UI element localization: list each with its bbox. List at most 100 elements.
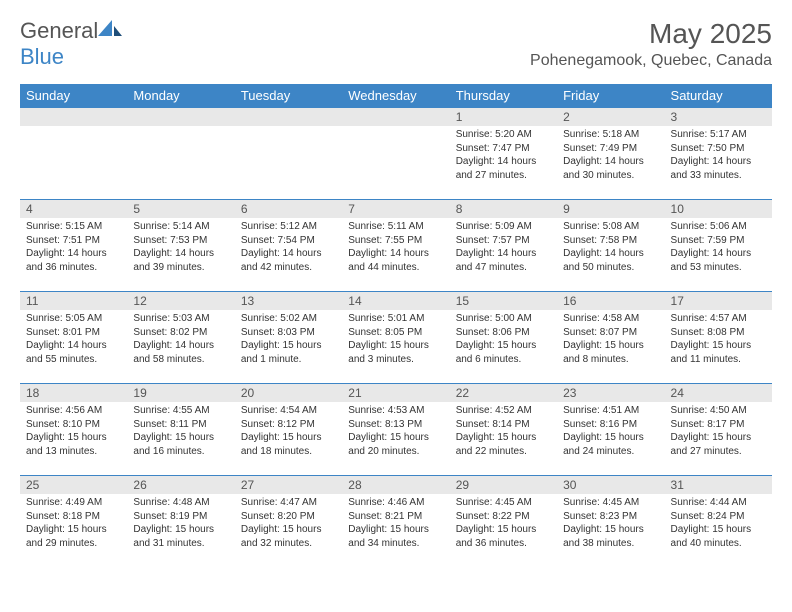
sunset-line: Sunset: 8:13 PM (348, 418, 443, 432)
day-details: Sunrise: 5:02 AMSunset: 8:03 PMDaylight:… (235, 310, 342, 368)
calendar-cell: 14Sunrise: 5:01 AMSunset: 8:05 PMDayligh… (342, 292, 449, 384)
day-details: Sunrise: 4:44 AMSunset: 8:24 PMDaylight:… (665, 494, 772, 552)
sunset-line: Sunset: 8:12 PM (241, 418, 336, 432)
sunrise-line: Sunrise: 4:56 AM (26, 404, 121, 418)
sunrise-line: Sunrise: 4:47 AM (241, 496, 336, 510)
calendar-cell: 2Sunrise: 5:18 AMSunset: 7:49 PMDaylight… (557, 108, 664, 200)
day-number: 17 (665, 292, 772, 310)
day-details: Sunrise: 5:15 AMSunset: 7:51 PMDaylight:… (20, 218, 127, 276)
sunrise-line: Sunrise: 4:52 AM (456, 404, 551, 418)
sunset-line: Sunset: 8:08 PM (671, 326, 766, 340)
daylight-line: Daylight: 14 hours and 58 minutes. (133, 339, 228, 366)
daylight-line: Daylight: 15 hours and 13 minutes. (26, 431, 121, 458)
day-details: Sunrise: 4:53 AMSunset: 8:13 PMDaylight:… (342, 402, 449, 460)
calendar-week: 25 Sunrise: 4:49 AMSunset: 8:18 PM Dayligh… (20, 476, 772, 568)
calendar-cell: 16Sunrise: 4:58 AMSunset: 8:07 PMDayligh… (557, 292, 664, 384)
calendar-cell: 11Sunrise: 5:05 AMSunset: 8:01 PMDayligh… (20, 292, 127, 384)
day-details: Sunrise: 4:57 AMSunset: 8:08 PMDaylight:… (665, 310, 772, 368)
calendar-cell: 10Sunrise: 5:06 AMSunset: 7:59 PMDayligh… (665, 200, 772, 292)
sunrise-line: Sunrise: 4:48 AM (133, 496, 228, 510)
daylight-line: Daylight: 14 hours and 42 minutes. (241, 247, 336, 274)
month-title: May 2025 (530, 18, 772, 50)
day-number-empty (342, 108, 449, 126)
sunset-line: Sunset: 7:57 PM (456, 234, 551, 248)
calendar-cell (20, 108, 127, 200)
daylight-line: Daylight: 14 hours and 27 minutes. (456, 155, 551, 182)
sunrise-line: Sunrise: 5:06 AM (671, 220, 766, 234)
sunset-line: Sunset: 7:53 PM (133, 234, 228, 248)
sunrise-line: Sunrise: 4:45 AM (563, 496, 658, 510)
sunset-line: Sunset: 8:21 PM (348, 510, 443, 524)
sunrise-line: Sunrise: 5:15 AM (26, 220, 121, 234)
day-details: Sunrise: 4:55 AMSunset: 8:11 PMDaylight:… (127, 402, 234, 460)
day-number: 18 (20, 384, 127, 402)
sunrise-line: Sunrise: 4:51 AM (563, 404, 658, 418)
sunset-line: Sunset: 8:01 PM (26, 326, 121, 340)
day-number: 9 (557, 200, 664, 218)
calendar-cell (127, 108, 234, 200)
day-number: 30 (557, 476, 664, 494)
calendar-cell: 31Sunrise: 4:44 AMSunset: 8:24 PMDayligh… (665, 476, 772, 568)
calendar-cell: 3Sunrise: 5:17 AMSunset: 7:50 PMDaylight… (665, 108, 772, 200)
calendar-week: 11Sunrise: 5:05 AMSunset: 8:01 PMDayligh… (20, 292, 772, 384)
day-number: 5 (127, 200, 234, 218)
sunrise-line: Sunrise: 5:14 AM (133, 220, 228, 234)
sunset-line: Sunset: 8:18 PM (26, 510, 121, 524)
sunrise-line: Sunrise: 4:53 AM (348, 404, 443, 418)
daylight-line: Daylight: 15 hours and 24 minutes. (563, 431, 658, 458)
calendar-cell: 25Sunrise: 4:49 AMSunset: 8:18 PMDayligh… (20, 476, 127, 568)
daylight-line: Daylight: 14 hours and 30 minutes. (563, 155, 658, 182)
day-number: 29 (450, 476, 557, 494)
day-number: 15 (450, 292, 557, 310)
calendar-cell: 8Sunrise: 5:09 AMSunset: 7:57 PMDaylight… (450, 200, 557, 292)
sunrise-line: Sunrise: 4:54 AM (241, 404, 336, 418)
weekday-header: Friday (557, 84, 664, 108)
day-number: 25 (20, 476, 127, 494)
sunrise-line: Sunrise: 5:02 AM (241, 312, 336, 326)
day-number: 4 (20, 200, 127, 218)
day-details: Sunrise: 4:58 AMSunset: 8:07 PMDaylight:… (557, 310, 664, 368)
sunset-line: Sunset: 7:58 PM (563, 234, 658, 248)
day-details: Sunrise: 5:05 AMSunset: 8:01 PMDaylight:… (20, 310, 127, 368)
day-number: 16 (557, 292, 664, 310)
sunrise-line: Sunrise: 4:58 AM (563, 312, 658, 326)
sunset-line: Sunset: 8:17 PM (671, 418, 766, 432)
calendar-week: 18Sunrise: 4:56 AMSunset: 8:10 PMDayligh… (20, 384, 772, 476)
calendar-cell: 18Sunrise: 4:56 AMSunset: 8:10 PMDayligh… (20, 384, 127, 476)
calendar-cell: 28Sunrise: 4:46 AMSunset: 8:21 PMDayligh… (342, 476, 449, 568)
daylight-line: Daylight: 15 hours and 34 minutes. (348, 523, 443, 550)
logo-sail-icon (98, 20, 122, 38)
daylight-line: Daylight: 15 hours and 16 minutes. (133, 431, 228, 458)
sunset-line: Sunset: 8:02 PM (133, 326, 228, 340)
logo-text: GeneralBlue (20, 18, 122, 70)
sunset-line: Sunset: 7:54 PM (241, 234, 336, 248)
weekday-header: Wednesday (342, 84, 449, 108)
day-number: 19 (127, 384, 234, 402)
day-number: 8 (450, 200, 557, 218)
calendar-cell: 9Sunrise: 5:08 AMSunset: 7:58 PMDaylight… (557, 200, 664, 292)
sunrise-line: Sunrise: 5:00 AM (456, 312, 551, 326)
calendar-cell: 24Sunrise: 4:50 AMSunset: 8:17 PMDayligh… (665, 384, 772, 476)
day-number: 1 (450, 108, 557, 126)
sunset-line: Sunset: 8:24 PM (671, 510, 766, 524)
weekday-header: Sunday (20, 84, 127, 108)
day-number: 2 (557, 108, 664, 126)
day-details: Sunrise: 4:48 AMSunset: 8:19 PMDaylight:… (127, 494, 234, 552)
day-details: Sunrise: 4:54 AMSunset: 8:12 PMDaylight:… (235, 402, 342, 460)
sunset-line: Sunset: 8:14 PM (456, 418, 551, 432)
sunset-line: Sunset: 8:03 PM (241, 326, 336, 340)
day-number: 11 (20, 292, 127, 310)
day-number-empty (127, 108, 234, 126)
daylight-line: Daylight: 14 hours and 55 minutes. (26, 339, 121, 366)
day-number-empty (20, 108, 127, 126)
calendar-cell: 15Sunrise: 5:00 AMSunset: 8:06 PMDayligh… (450, 292, 557, 384)
sunrise-line: Sunrise: 5:08 AM (563, 220, 658, 234)
day-number: 14 (342, 292, 449, 310)
sunset-line: Sunset: 8:19 PM (133, 510, 228, 524)
day-number: 12 (127, 292, 234, 310)
sunrise-line: Sunrise: 4:49 AM (26, 496, 121, 510)
day-number: 6 (235, 200, 342, 218)
sunrise-line: Sunrise: 5:05 AM (26, 312, 121, 326)
sunrise-line: Sunrise: 4:50 AM (671, 404, 766, 418)
calendar-cell: 1Sunrise: 5:20 AMSunset: 7:47 PMDaylight… (450, 108, 557, 200)
